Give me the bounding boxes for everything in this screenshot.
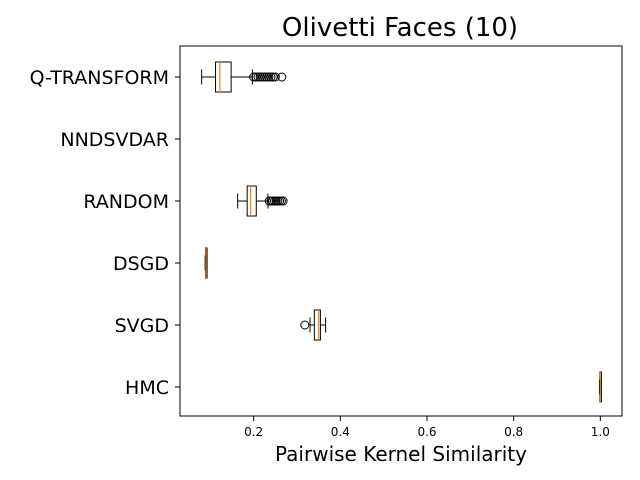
y-category-label: RANDOM bbox=[83, 191, 169, 213]
y-category-label: NNDSVDAR bbox=[60, 129, 169, 151]
box-hmc bbox=[598, 371, 602, 403]
plot-area-frame bbox=[179, 45, 623, 417]
flier-point bbox=[277, 72, 287, 82]
y-category-label: DSGD bbox=[113, 253, 169, 275]
flier-point bbox=[264, 72, 274, 82]
box-dsgd bbox=[204, 247, 208, 279]
box-random bbox=[237, 185, 288, 217]
box-q-transform bbox=[201, 61, 287, 93]
flier-point bbox=[278, 196, 288, 206]
y-category-label: Q-TRANSFORM bbox=[30, 67, 169, 89]
x-tick-label: 1.0 bbox=[591, 425, 610, 439]
flier-point bbox=[251, 72, 261, 82]
x-axis: 0.2 0.4 0.6 0.8 1.0 bbox=[244, 416, 610, 439]
box-iqr bbox=[246, 185, 257, 217]
chart-title: Olivetti Faces (10) bbox=[282, 13, 518, 43]
x-tick-label: 0.2 bbox=[244, 425, 263, 439]
x-tick-label: 0.6 bbox=[417, 425, 436, 439]
flier-point bbox=[260, 72, 269, 82]
x-tick-label: 0.4 bbox=[331, 425, 350, 439]
flier-point bbox=[257, 72, 267, 82]
x-axis-label: Pairwise Kernel Similarity bbox=[275, 442, 527, 466]
flier-point bbox=[300, 320, 310, 330]
box-iqr bbox=[313, 309, 321, 341]
flier-point bbox=[270, 72, 280, 82]
box-svgd bbox=[300, 309, 327, 341]
box-series bbox=[201, 61, 602, 403]
y-category-label: HMC bbox=[125, 377, 169, 399]
y-axis: Q-TRANSFORM NNDSVDAR RANDOM DSGD SVGD HMC bbox=[30, 67, 180, 399]
box-iqr bbox=[215, 61, 232, 93]
flier-point bbox=[268, 72, 278, 82]
flier-point bbox=[262, 72, 272, 82]
flier-point bbox=[249, 72, 259, 82]
flier-point bbox=[266, 72, 276, 82]
x-tick-label: 0.8 bbox=[504, 425, 523, 439]
y-category-label: SVGD bbox=[115, 315, 169, 337]
flier-point bbox=[253, 72, 263, 82]
flier-point bbox=[255, 72, 265, 82]
